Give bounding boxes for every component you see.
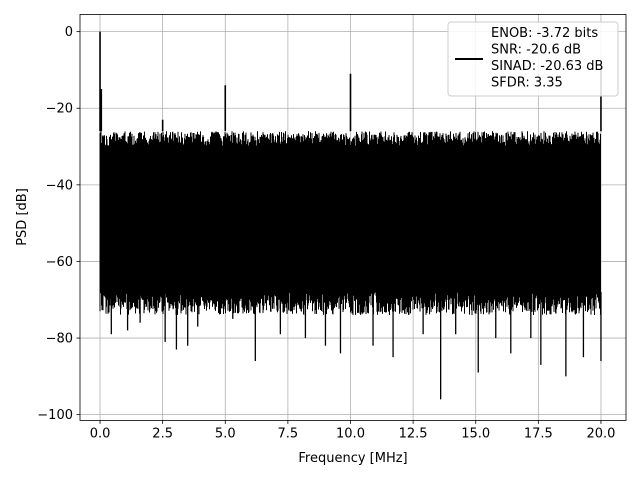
x-tick-label: 15.0 [461, 426, 490, 441]
x-tick-label: 5.0 [215, 426, 236, 441]
x-tick-label: 20.0 [586, 426, 615, 441]
legend-line-snr: SNR: -20.6 dB [491, 43, 581, 58]
x-axis-ticks: 0.0 2.5 5.0 7.5 10.0 12.5 15.0 17.5 20.0 [90, 420, 615, 441]
x-tick-label: 0.0 [90, 426, 111, 441]
y-tick-label: −80 [46, 332, 73, 347]
y-tick-label: 0 [65, 25, 73, 40]
legend-line-enob: ENOB: -3.72 bits [491, 26, 598, 41]
legend-line-sfdr: SFDR: 3.35 [491, 76, 563, 91]
y-axis-ticks: 0 −20 −40 −60 −80 −100 [37, 25, 80, 423]
legend-box [447, 21, 619, 97]
legend-line-sinad: SINAD: -20.63 dB [491, 59, 603, 74]
psd-trace [99, 31, 602, 400]
legend: ENOB: -3.72 bits SNR: -20.6 dB SINAD: -2… [447, 21, 619, 97]
x-tick-label: 12.5 [399, 426, 428, 441]
x-tick-label: 17.5 [524, 426, 553, 441]
x-tick-label: 2.5 [152, 426, 173, 441]
x-tick-label: 7.5 [278, 426, 299, 441]
y-tick-label: −20 [46, 102, 73, 117]
y-axis-label: PSD [dB] [15, 188, 30, 246]
y-tick-label: −100 [37, 408, 73, 423]
x-tick-label: 10.0 [336, 426, 365, 441]
noise-floor-fill [100, 146, 601, 293]
y-tick-label: −60 [46, 255, 73, 270]
axes-frame [79, 13, 627, 421]
x-axis-label: Frequency [MHz] [298, 451, 407, 466]
y-tick-label: −40 [46, 178, 73, 193]
